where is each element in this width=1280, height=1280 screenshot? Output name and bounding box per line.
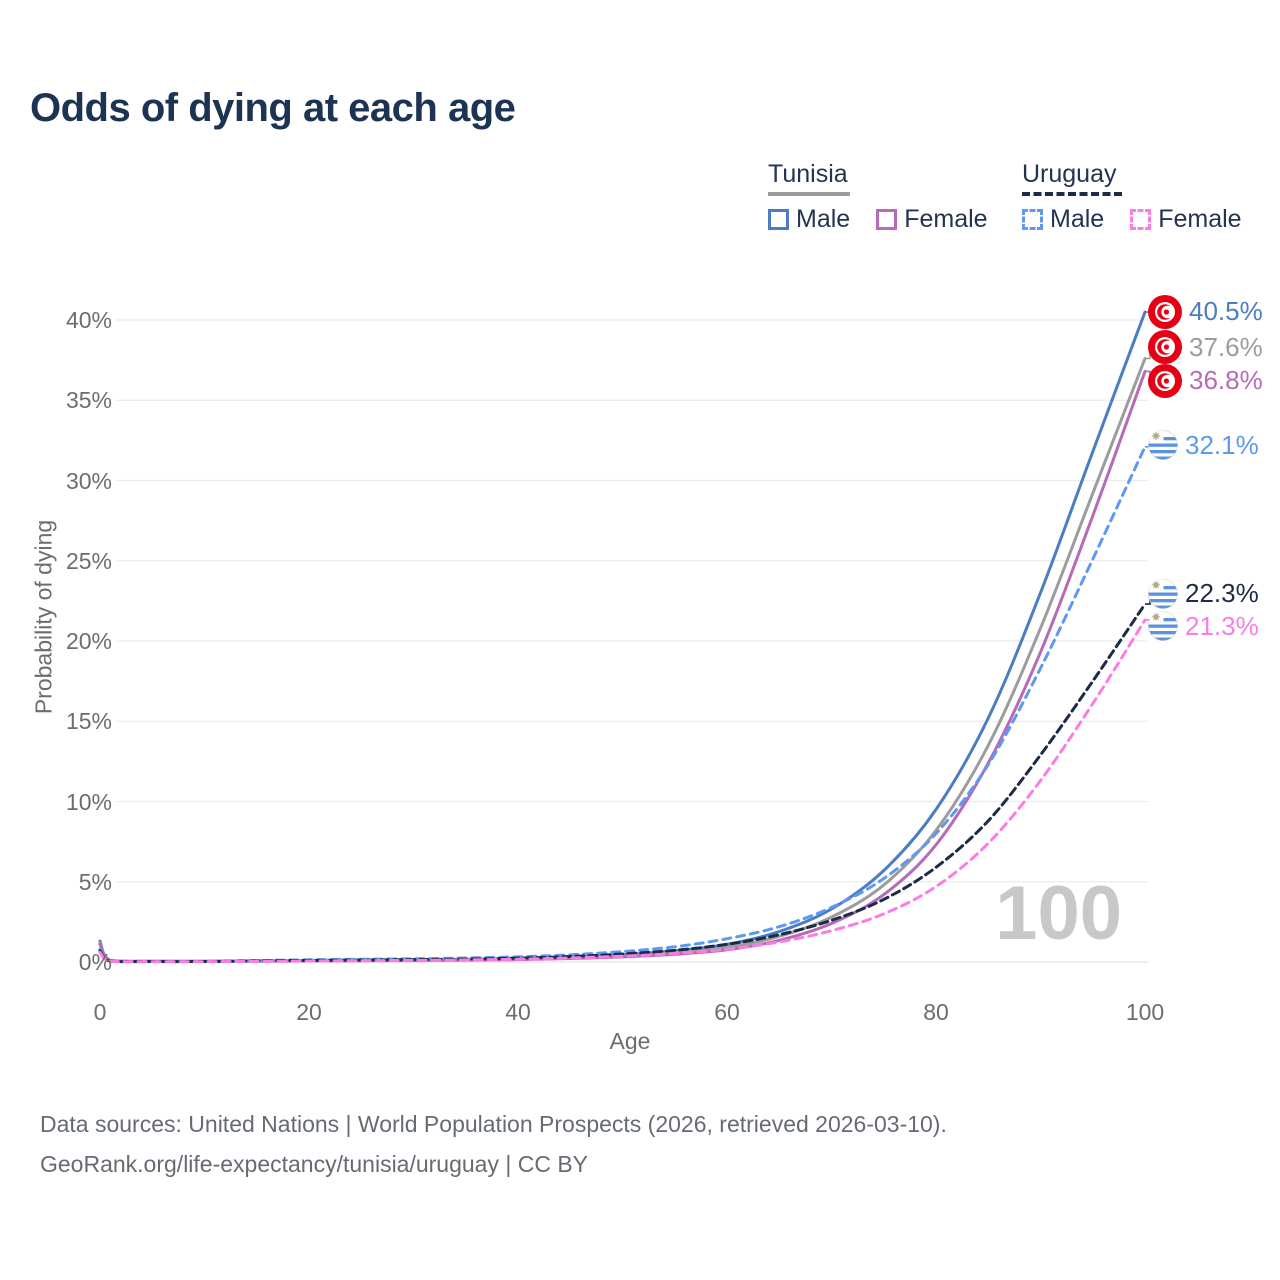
end-label-value: 40.5% — [1189, 296, 1263, 327]
legend-item-label: Female — [1158, 205, 1242, 233]
end-label-uruguay-male: 32.1% — [1148, 430, 1259, 461]
tunisia-flag-icon — [1148, 363, 1182, 398]
x-tick-label: 40 — [505, 999, 531, 1025]
x-tick-label: 20 — [296, 999, 322, 1025]
uruguay-flag-badge — [1148, 578, 1178, 609]
footer-attribution: GeoRank.org/life-expectancy/tunisia/urug… — [40, 1151, 589, 1177]
x-tick-label: 100 — [1125, 999, 1165, 1025]
end-label-uruguay-both-sexes: 22.3% — [1148, 578, 1259, 609]
tunisia-flag-badge — [1148, 363, 1182, 398]
legend-item-uruguay-male: Male — [1022, 205, 1104, 234]
uruguay-flag-icon — [1148, 430, 1178, 461]
legend-group-tunisia: Tunisia Male Female — [768, 160, 988, 234]
page-title: Odds of dying at each age — [30, 86, 516, 130]
tunisia-flag-icon — [1148, 294, 1182, 329]
footer: Data sources: United Nations | World Pop… — [40, 1104, 947, 1184]
x-tick-label: 0 — [93, 999, 107, 1025]
footer-data-sources: Data sources: United Nations | World Pop… — [40, 1111, 947, 1137]
y-tick-label: 40% — [65, 307, 112, 333]
legend-item-uruguay-female: Female — [1130, 205, 1242, 234]
end-label-value: 37.6% — [1189, 331, 1263, 362]
legend-group-uruguay: Uruguay Male Female — [1022, 160, 1242, 234]
end-label-tunisia-female: 36.8% — [1148, 363, 1263, 398]
end-label-value: 21.3% — [1185, 610, 1259, 641]
y-tick-label: 5% — [78, 868, 112, 895]
legend-item-label: Male — [1050, 205, 1105, 233]
series-line-uruguay-male — [98, 445, 1147, 964]
end-label-value: 32.1% — [1185, 429, 1259, 460]
series-line-tunisia-both-sexes — [98, 357, 1147, 963]
line-swatch-icon — [1130, 209, 1152, 230]
y-tick-label: 25% — [65, 547, 112, 574]
legend-item-label: Male — [796, 205, 851, 233]
y-tick-label: 30% — [65, 467, 112, 494]
uruguay-flag-icon — [1148, 578, 1178, 609]
legend-header-uruguay: Uruguay — [1022, 160, 1117, 188]
y-tick-label: 20% — [65, 628, 112, 654]
series-line-tunisia-female — [98, 369, 1147, 963]
legend-underline-tunisia — [768, 192, 850, 196]
end-label-value: 36.8% — [1189, 365, 1263, 396]
line-swatch-icon — [1022, 209, 1043, 230]
tunisia-flag-badge — [1148, 294, 1182, 329]
legend-underline-uruguay — [1022, 192, 1122, 196]
legend-header-tunisia: Tunisia — [768, 160, 848, 188]
tunisia-flag-icon — [1148, 330, 1182, 365]
y-tick-label: 10% — [65, 788, 112, 815]
line-swatch-icon — [768, 209, 789, 230]
y-tick-label: 35% — [65, 387, 112, 414]
y-axis-title: Probability of dying — [30, 519, 57, 715]
end-label-value: 22.3% — [1185, 578, 1259, 609]
uruguay-flag-badge — [1148, 430, 1178, 461]
legend-item-tunisia-male: Male — [768, 205, 850, 234]
legend-item-tunisia-female: Female — [876, 205, 988, 234]
end-label-uruguay-female: 21.3% — [1148, 611, 1259, 642]
x-tick-label: 80 — [923, 999, 949, 1025]
uruguay-flag-badge — [1148, 611, 1178, 642]
end-label-tunisia-male: 40.5% — [1148, 294, 1263, 329]
y-tick-label: 0% — [78, 949, 112, 975]
line-swatch-icon — [876, 209, 898, 230]
y-tick-label: 15% — [65, 708, 112, 735]
legend-item-label: Female — [904, 205, 988, 233]
age-watermark: 100 — [995, 871, 1122, 956]
uruguay-flag-icon — [1148, 611, 1178, 642]
series-line-uruguay-female — [98, 618, 1147, 964]
series-line-tunisia-male — [98, 310, 1147, 963]
x-tick-label: 60 — [714, 999, 740, 1025]
tunisia-flag-badge — [1148, 330, 1182, 365]
x-axis-title: Age — [609, 1028, 651, 1054]
end-label-tunisia-both-sexes: 37.6% — [1148, 330, 1263, 365]
